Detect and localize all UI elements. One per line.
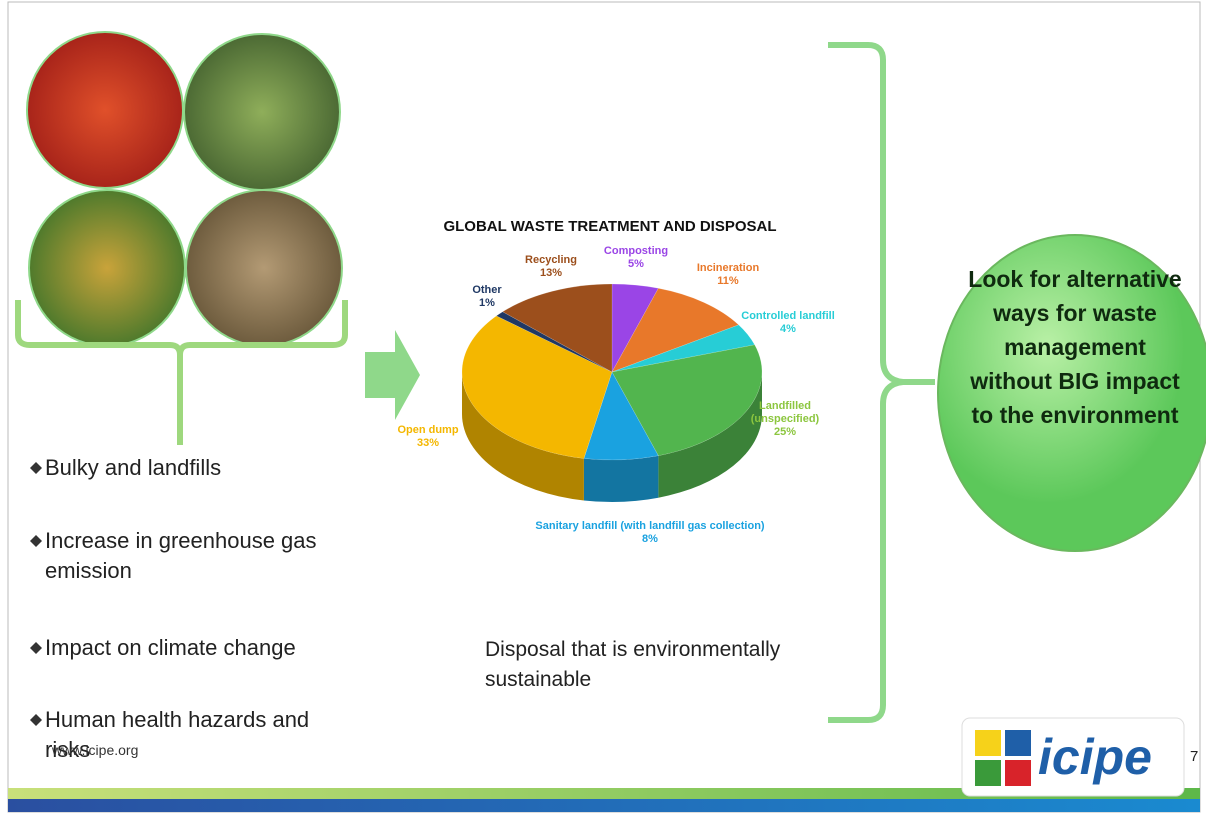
label-name: Composting (603, 245, 669, 257)
arrow (365, 330, 420, 420)
bullet-icon (30, 714, 42, 726)
pie-top (611, 344, 763, 456)
page-number: 7 (1190, 748, 1199, 765)
bullet: Bulky and landfills (45, 455, 222, 480)
logo-square (975, 760, 1001, 786)
pie-top (495, 311, 613, 373)
pie-label: Recycling 13% (511, 254, 591, 280)
footer-url: www.icipe.org (52, 742, 139, 758)
caption: Disposal that is environmentally sustain… (485, 638, 781, 691)
pie-top (583, 371, 659, 461)
logo-square (1005, 760, 1031, 786)
pie-top (611, 283, 659, 373)
pie-side (462, 372, 584, 501)
footer-bar (8, 799, 1200, 812)
photo (26, 31, 184, 189)
label-name: Landfilled (unspecified) (750, 400, 820, 425)
logo-square (975, 730, 1001, 756)
bracket (15, 300, 348, 445)
label-name: Sanitary landfill (with landfill gas col… (535, 520, 765, 532)
pie-label: Incineration 11% (683, 262, 773, 288)
label-value: 4% (780, 323, 796, 335)
pie-top (611, 324, 756, 373)
label-name: Other (472, 284, 502, 296)
bullet-icon (30, 642, 42, 654)
label-name: Controlled landfill (741, 310, 835, 322)
photo (185, 189, 343, 347)
bullet: Increase in greenhouse gas emission (45, 528, 317, 583)
logo-square (1005, 730, 1031, 756)
label-value: 33% (416, 437, 440, 449)
pie-slice (611, 344, 763, 456)
pie (461, 283, 763, 502)
pie-slice (502, 283, 613, 373)
bullet-icon (30, 535, 42, 547)
bullet: Impact on climate change (45, 635, 296, 660)
pie-label: Composting 5% (591, 245, 681, 271)
pie-slice (495, 311, 613, 373)
bracket (828, 42, 935, 723)
photo (183, 33, 341, 191)
pie-label: Controlled landfill 4% (728, 310, 848, 336)
label-value: 25% (773, 426, 797, 438)
chart-title: GLOBAL WASTE TREATMENT AND DISPOSAL (443, 218, 777, 235)
label-value: 5% (628, 258, 644, 270)
pie-slice (611, 288, 740, 373)
photo (28, 189, 186, 347)
logo-text: icipe (1038, 729, 1152, 785)
callout-text: Look for alternative ways for waste mana… (968, 266, 1182, 428)
pie-slice (583, 371, 659, 461)
pie-top (611, 288, 740, 373)
bullet-icons (30, 462, 42, 726)
label-value: 13% (539, 267, 563, 279)
pie-label: Landfilled (unspecified) 25% (745, 400, 825, 439)
footer-bar (8, 788, 1200, 799)
label-name: Open dump (397, 424, 459, 436)
pie-top (461, 315, 613, 459)
pie-side (658, 372, 762, 498)
label-value: 8% (642, 533, 658, 545)
bullet: Human health hazards and risks (45, 707, 310, 762)
label-value: 1% (479, 297, 495, 309)
pie-label: Sanitary landfill (with landfill gas col… (500, 520, 800, 546)
bullet-icon (30, 462, 42, 474)
pie-slice (611, 324, 756, 373)
pie-slice (461, 315, 613, 459)
label-name: Recycling (525, 254, 577, 266)
pie-top (502, 283, 613, 373)
pie-slice (611, 283, 659, 373)
pie-label: Other 1% (457, 284, 517, 310)
pie-side (583, 455, 659, 502)
label-name: Incineration (696, 262, 760, 274)
label-value: 11% (717, 275, 739, 287)
pie-label: Open dump 33% (383, 424, 473, 450)
callout-circle (937, 234, 1206, 552)
